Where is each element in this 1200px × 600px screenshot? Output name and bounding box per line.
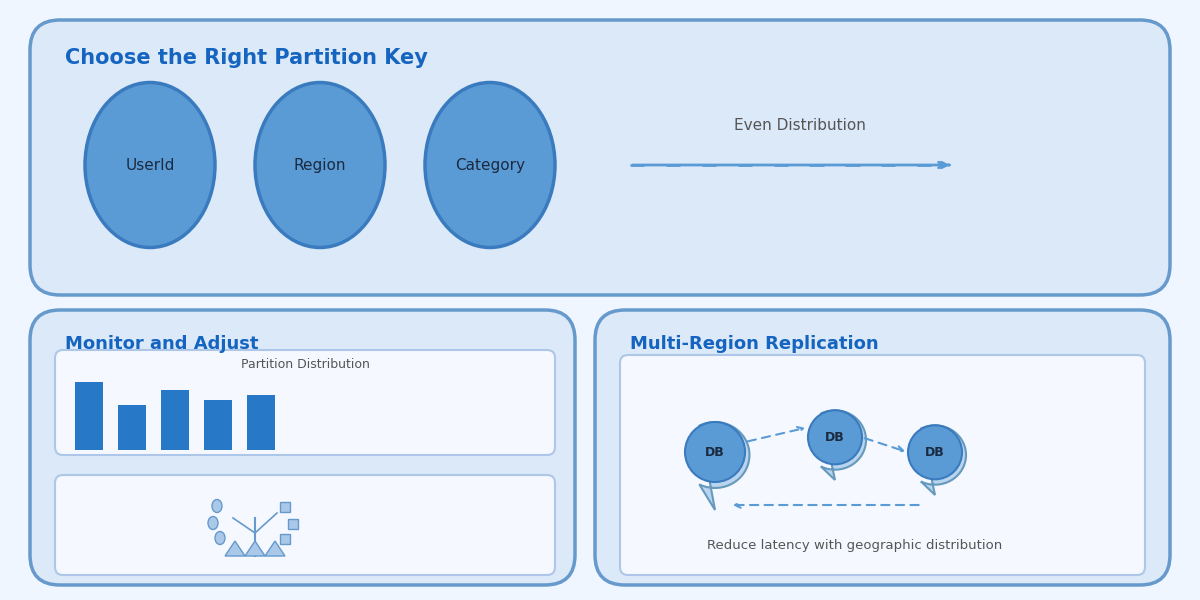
Ellipse shape — [256, 82, 385, 248]
Polygon shape — [265, 541, 286, 556]
Polygon shape — [821, 410, 866, 480]
Text: Multi-Region Replication: Multi-Region Replication — [630, 335, 878, 353]
Bar — [280, 533, 290, 544]
Bar — [74, 382, 103, 450]
Ellipse shape — [85, 82, 215, 248]
Polygon shape — [224, 541, 245, 556]
Text: Even Distribution: Even Distribution — [734, 118, 866, 133]
Bar — [118, 405, 146, 450]
Polygon shape — [245, 541, 265, 556]
Polygon shape — [920, 425, 966, 495]
Text: Choose the Right Partition Key: Choose the Right Partition Key — [65, 48, 428, 68]
Text: DB: DB — [826, 431, 845, 444]
FancyBboxPatch shape — [30, 310, 575, 585]
Ellipse shape — [208, 517, 218, 529]
Text: Category: Category — [455, 158, 526, 173]
Circle shape — [685, 422, 745, 482]
Text: DB: DB — [706, 445, 725, 458]
FancyBboxPatch shape — [30, 20, 1170, 295]
Bar — [288, 518, 298, 529]
Ellipse shape — [212, 499, 222, 512]
FancyBboxPatch shape — [595, 310, 1170, 585]
Bar — [161, 390, 190, 450]
Text: UserId: UserId — [125, 158, 175, 173]
Text: Region: Region — [294, 158, 347, 173]
Text: DB: DB — [925, 446, 944, 459]
Bar — [247, 395, 275, 450]
FancyBboxPatch shape — [55, 475, 554, 575]
Circle shape — [908, 425, 962, 479]
FancyBboxPatch shape — [620, 355, 1145, 575]
Bar — [280, 502, 290, 511]
Ellipse shape — [425, 82, 554, 248]
Ellipse shape — [215, 532, 226, 545]
Text: Partition Distribution: Partition Distribution — [240, 358, 370, 371]
Polygon shape — [700, 422, 750, 510]
Text: Reduce latency with geographic distribution: Reduce latency with geographic distribut… — [707, 539, 1003, 551]
FancyBboxPatch shape — [55, 350, 554, 455]
Circle shape — [808, 410, 862, 464]
Text: Monitor and Adjust: Monitor and Adjust — [65, 335, 258, 353]
Bar — [204, 400, 232, 450]
